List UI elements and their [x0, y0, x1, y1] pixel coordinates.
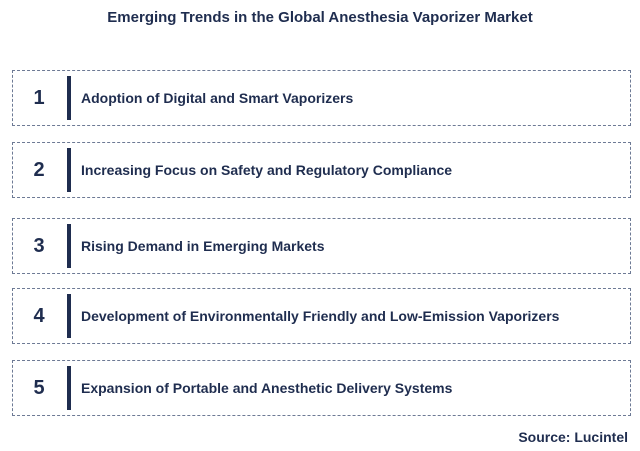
trend-item: 2 Increasing Focus on Safety and Regulato…	[12, 142, 631, 198]
item-label: Rising Demand in Emerging Markets	[81, 238, 325, 254]
trend-item: 1 Adoption of Digital and Smart Vaporizer…	[12, 70, 631, 126]
trend-item: 5 Expansion of Portable and Anesthetic De…	[12, 360, 631, 416]
divider	[67, 224, 71, 268]
title: Emerging Trends in the Global Anesthesia…	[107, 9, 533, 26]
item-number: 2	[33, 158, 45, 181]
divider	[67, 76, 71, 120]
item-number: 1	[33, 86, 45, 109]
item-label: Development of Environmentally Friendly …	[81, 308, 560, 324]
trend-item: 4 Development of Environmentally Friendly…	[12, 288, 631, 344]
item-label: Adoption of Digital and Smart Vaporizers	[81, 90, 354, 106]
item-number: 5	[33, 376, 45, 399]
item-label: Increasing Focus on Safety and Regulator…	[81, 162, 453, 178]
source: Source: Lucintel	[518, 429, 628, 445]
divider	[67, 148, 71, 192]
divider	[67, 294, 71, 338]
divider	[67, 366, 71, 410]
trend-item: 3 Rising Demand in Emerging Markets	[12, 218, 631, 274]
item-number: 3	[33, 234, 45, 257]
item-label: Expansion of Portable and Anesthetic Del…	[81, 380, 453, 396]
item-number: 4	[33, 304, 45, 327]
